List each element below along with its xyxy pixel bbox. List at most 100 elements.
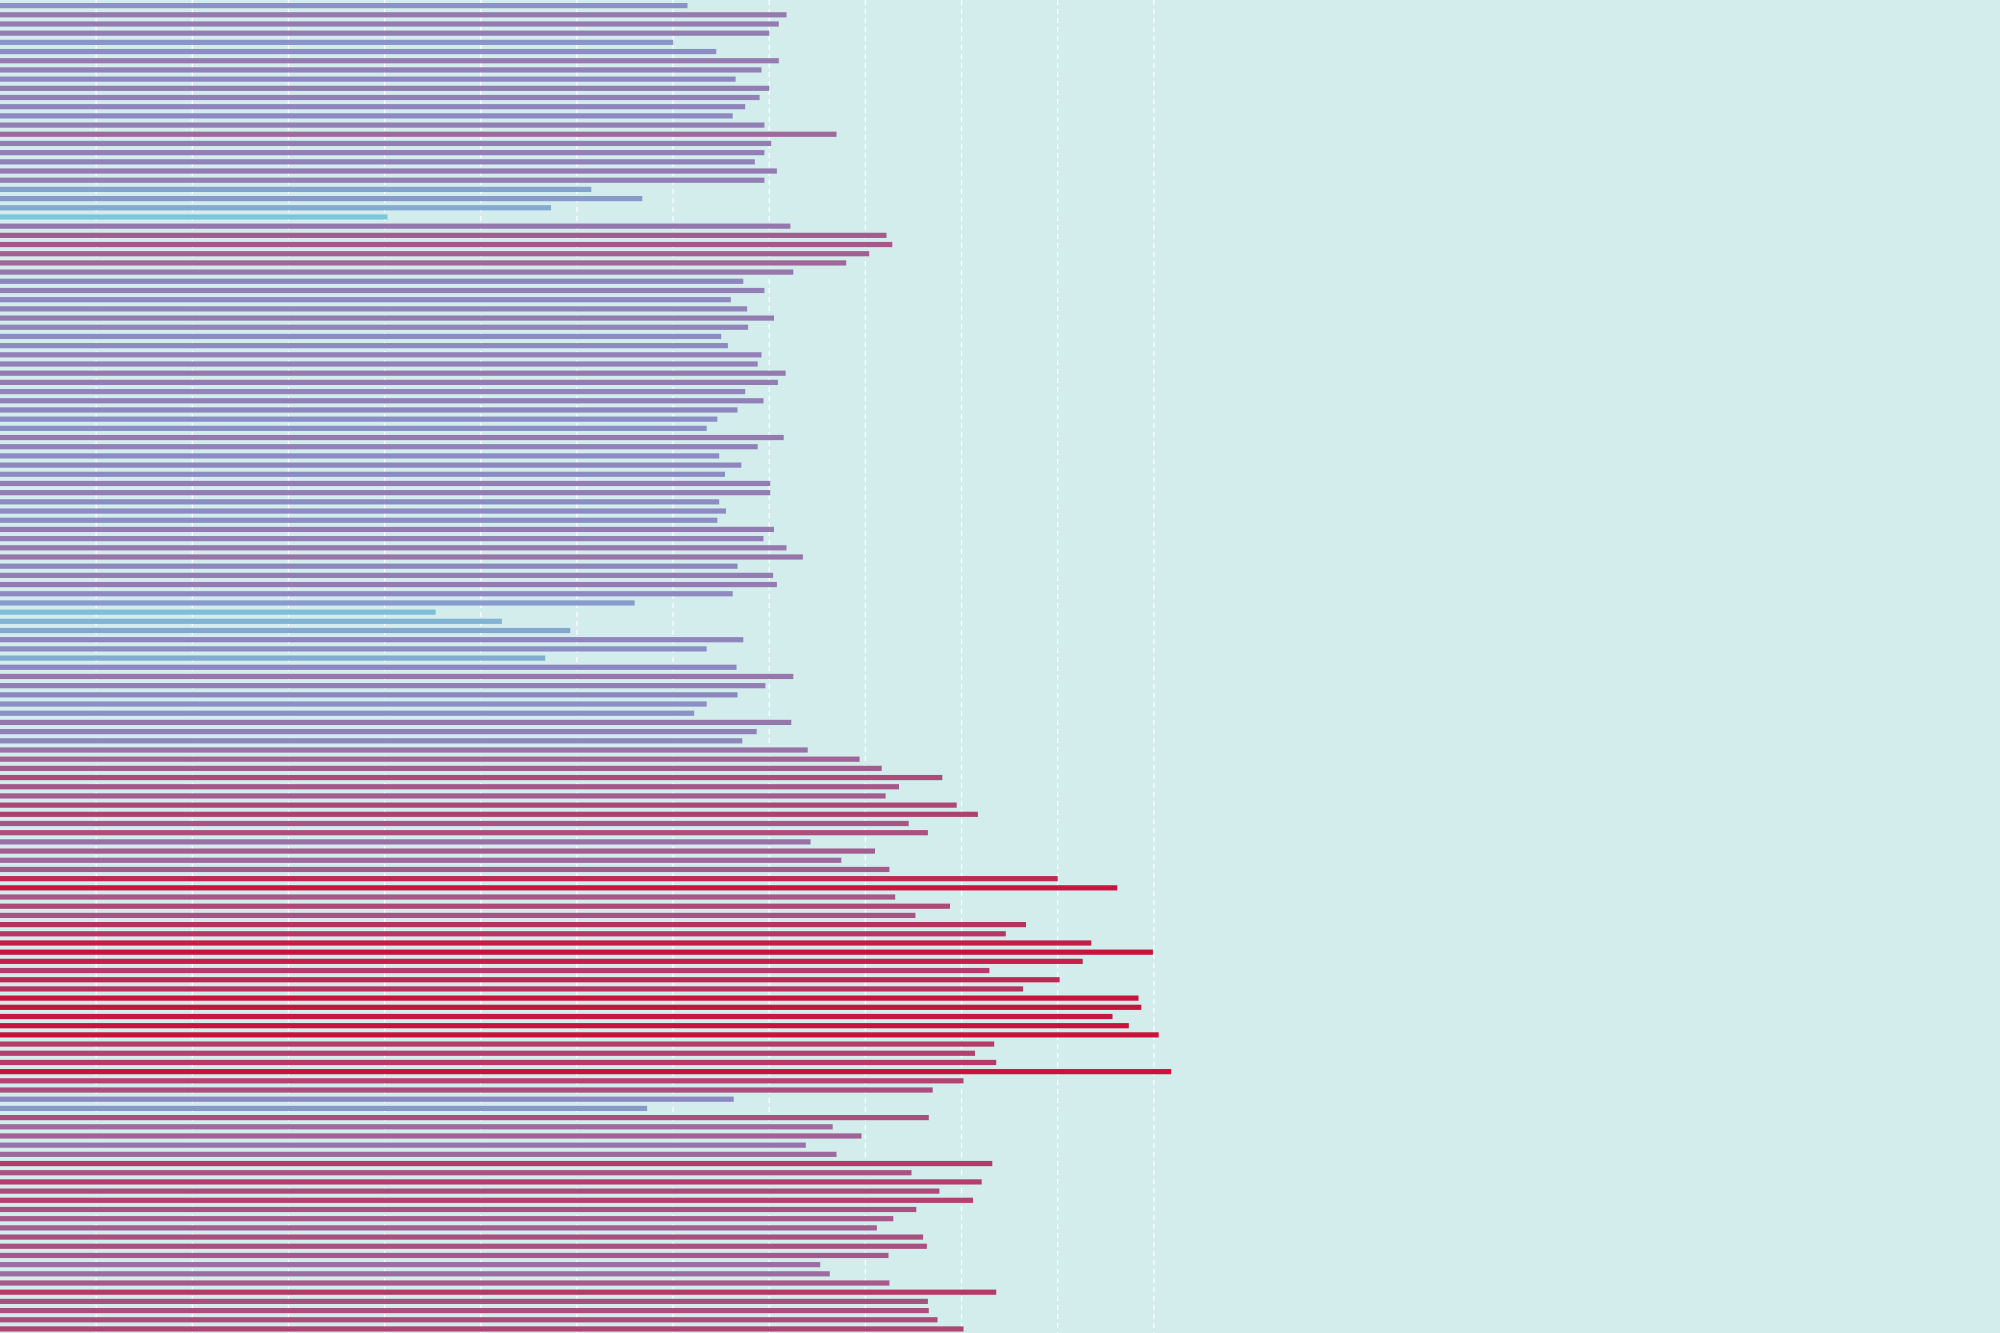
bar — [0, 1032, 1159, 1038]
bar — [0, 692, 738, 698]
bar — [0, 591, 733, 597]
bar — [0, 581, 777, 588]
bar — [0, 848, 875, 854]
bar — [0, 756, 860, 762]
bar — [0, 903, 950, 909]
bar — [0, 1041, 995, 1047]
bar — [0, 480, 771, 487]
bar — [0, 1050, 975, 1056]
bar — [0, 333, 722, 340]
bar — [0, 646, 707, 652]
bar — [0, 563, 738, 569]
bar — [0, 765, 882, 771]
bar — [0, 811, 978, 817]
bar — [0, 526, 774, 533]
bar — [0, 912, 916, 919]
bar — [0, 1013, 1113, 1020]
bar — [0, 94, 760, 101]
bar — [0, 306, 748, 312]
bar — [0, 894, 896, 900]
bar — [0, 545, 787, 551]
bar — [0, 490, 771, 496]
bar — [0, 719, 792, 726]
bar — [0, 986, 1024, 992]
bar — [0, 1252, 889, 1259]
bar — [0, 839, 811, 845]
bar — [0, 729, 757, 735]
bar — [0, 287, 765, 294]
bar — [0, 747, 808, 753]
bar — [0, 3, 688, 9]
bar — [0, 857, 842, 863]
bar — [0, 434, 784, 441]
bar — [0, 177, 765, 183]
bar — [0, 1078, 964, 1084]
bar — [0, 1326, 964, 1332]
bar — [0, 315, 774, 321]
bar — [0, 251, 870, 257]
bar — [0, 940, 1092, 946]
bar — [0, 379, 778, 385]
bar — [0, 1170, 912, 1176]
bar — [0, 1114, 929, 1121]
bar — [0, 122, 765, 128]
bar — [0, 876, 1058, 882]
bar — [0, 1142, 806, 1148]
bar — [0, 223, 791, 229]
bar — [0, 967, 990, 974]
bar — [0, 1243, 927, 1249]
bar — [0, 361, 758, 367]
bar — [0, 104, 746, 110]
bar — [0, 370, 786, 376]
bar — [0, 260, 847, 266]
bar — [0, 195, 643, 202]
bar — [0, 1059, 997, 1066]
bar — [0, 627, 571, 634]
bar — [0, 600, 635, 606]
bar — [0, 793, 886, 799]
bar — [0, 131, 837, 137]
bar — [0, 618, 502, 624]
bar — [0, 407, 738, 413]
bar — [0, 471, 725, 477]
bar — [0, 885, 1118, 891]
bar — [0, 1096, 734, 1102]
bar — [0, 214, 388, 220]
bar — [0, 1023, 1129, 1029]
bar — [0, 1280, 890, 1286]
bar — [0, 67, 762, 73]
bar — [0, 554, 803, 560]
bar — [0, 343, 728, 349]
bar — [0, 1234, 924, 1240]
bar — [0, 830, 928, 836]
bar — [0, 710, 695, 716]
bar — [0, 609, 436, 615]
bar — [0, 425, 707, 431]
bar — [0, 802, 957, 808]
bar — [0, 1133, 862, 1139]
bar — [0, 113, 733, 119]
bar — [0, 1004, 1142, 1010]
bar — [0, 664, 737, 670]
bar — [0, 1087, 933, 1093]
bar — [0, 1188, 940, 1194]
bar — [0, 637, 744, 643]
bar — [0, 159, 755, 165]
bar — [0, 655, 546, 661]
bar — [0, 958, 1083, 964]
bar — [0, 738, 743, 744]
bar — [0, 1225, 877, 1231]
bar — [0, 1317, 938, 1323]
bar — [0, 683, 766, 689]
bar — [0, 186, 592, 192]
bar — [0, 12, 787, 18]
bar — [0, 241, 893, 248]
bar — [0, 517, 718, 523]
bar — [0, 352, 762, 358]
bar — [0, 922, 1026, 928]
bar — [0, 39, 674, 45]
bar — [0, 453, 720, 459]
bar — [0, 416, 718, 422]
bar — [0, 76, 736, 82]
